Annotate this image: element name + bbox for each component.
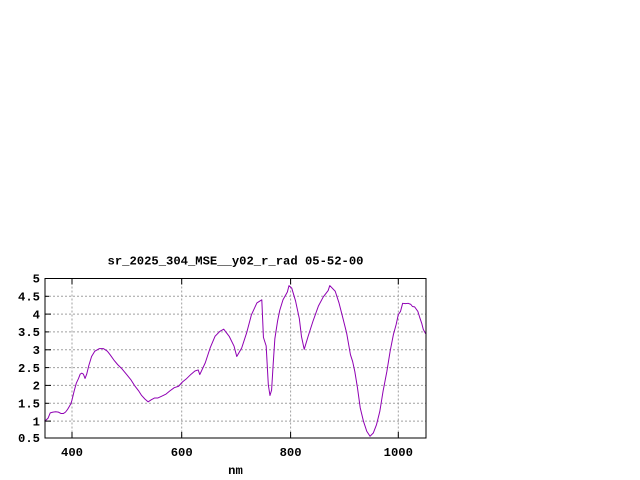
svg-text:1: 1 <box>33 415 40 429</box>
svg-text:0.5: 0.5 <box>18 432 40 446</box>
svg-text:1.5: 1.5 <box>18 398 40 412</box>
svg-text:400: 400 <box>61 446 83 460</box>
svg-text:4: 4 <box>33 308 40 322</box>
svg-text:2.5: 2.5 <box>18 362 40 376</box>
svg-text:1000: 1000 <box>384 446 413 460</box>
svg-text:600: 600 <box>171 446 193 460</box>
svg-text:sr_2025_304_MSE__y02_r_rad 05-: sr_2025_304_MSE__y02_r_rad 05-52-00 <box>108 255 364 269</box>
svg-text:5: 5 <box>33 273 40 287</box>
svg-text:800: 800 <box>280 446 302 460</box>
svg-text:3: 3 <box>33 344 40 358</box>
svg-text:2: 2 <box>33 380 40 394</box>
svg-text:4.5: 4.5 <box>18 291 40 305</box>
svg-text:3.5: 3.5 <box>18 326 40 340</box>
svg-text:nm: nm <box>228 464 243 478</box>
